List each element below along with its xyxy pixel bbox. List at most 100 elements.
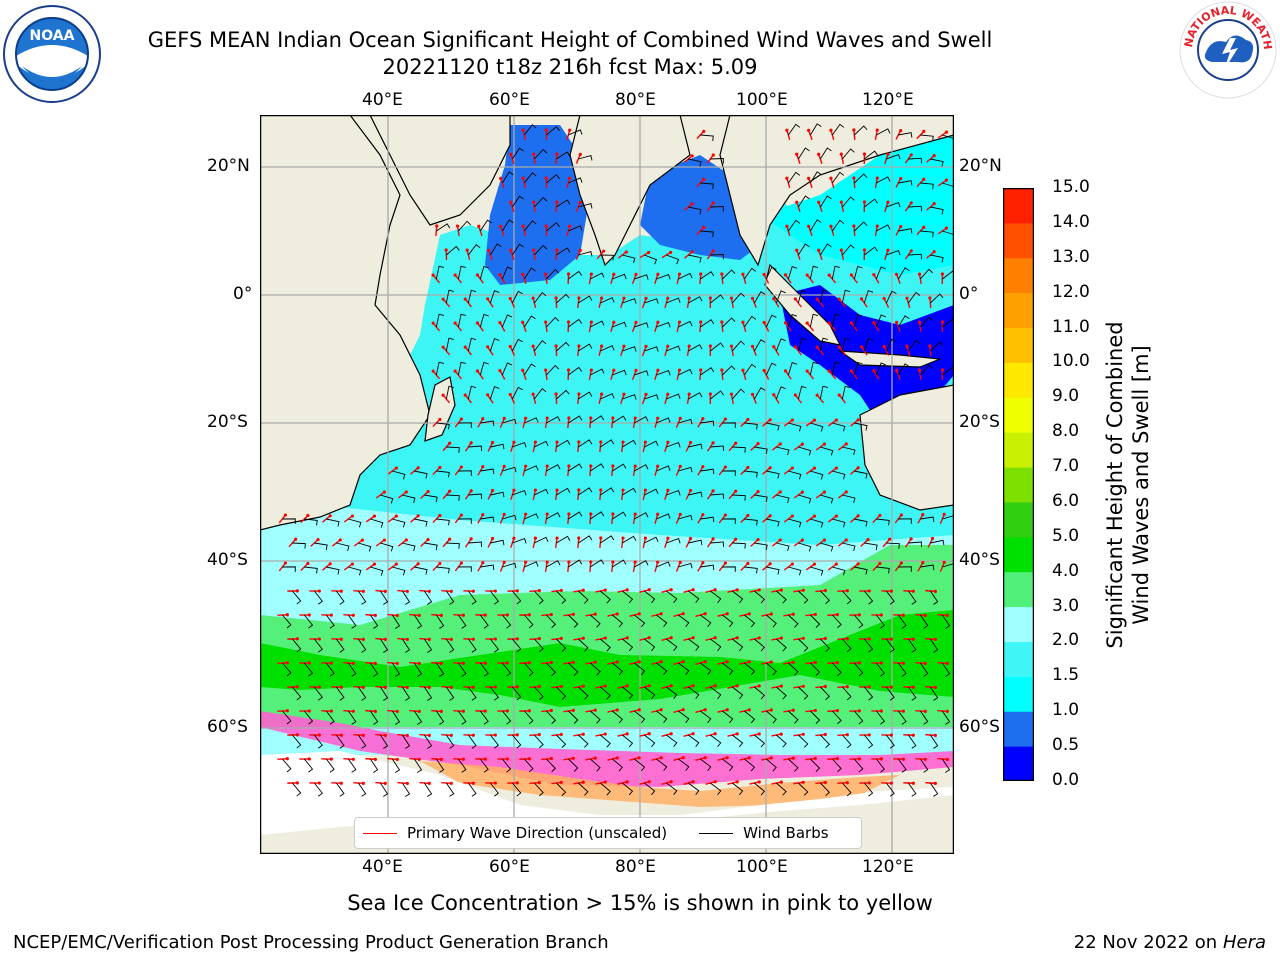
wind-barb — [907, 590, 917, 605]
wind-barb — [391, 758, 401, 773]
wind-barb — [590, 320, 605, 328]
wind-barb — [832, 422, 846, 432]
wave-direction-arrow — [464, 442, 472, 452]
wind-barb — [634, 560, 649, 568]
wave-arrow-head — [521, 128, 525, 132]
wind-barb — [534, 440, 549, 448]
wind-barb — [841, 385, 851, 400]
wind-barb — [941, 758, 951, 773]
wind-barb — [612, 273, 627, 280]
wind-barb — [798, 590, 809, 604]
wave-arrow-head — [778, 442, 782, 446]
wind-barb — [722, 470, 736, 476]
wind-barb — [568, 511, 583, 520]
wind-barb — [766, 518, 780, 527]
wave-arrow-head — [723, 513, 728, 517]
sea-ice-zone — [260, 711, 954, 787]
wave-arrow-head — [427, 637, 431, 642]
wind-barb — [578, 295, 593, 304]
wave-direction-arrow — [529, 685, 540, 689]
wave-arrow-head — [537, 589, 541, 593]
wind-barb — [678, 758, 690, 771]
wave-arrow-head — [872, 369, 876, 373]
wave-direction-arrow — [441, 685, 452, 689]
wave-arrow-head — [448, 489, 452, 493]
wave-arrow-head — [875, 224, 879, 228]
wave-arrow-head — [923, 757, 927, 761]
wave-arrow-head — [687, 392, 691, 396]
wave-arrow-head — [339, 733, 343, 737]
wave-arrow-head — [845, 637, 849, 641]
wave-arrow-head — [306, 513, 310, 518]
wave-arrow-head — [449, 589, 453, 593]
wind-barb — [930, 158, 944, 167]
wave-arrow-head — [725, 660, 729, 664]
wave-arrow-head — [866, 538, 870, 542]
wave-arrow-head — [593, 612, 597, 616]
wave-direction-arrow — [529, 589, 540, 593]
wave-direction-arrow — [596, 250, 605, 260]
wave-arrow-head — [431, 321, 435, 325]
wind-barb — [930, 293, 944, 304]
wave-arrow-head — [459, 465, 463, 469]
wave-arrow-head — [656, 512, 660, 516]
wind-barb — [335, 590, 345, 605]
wave-direction-arrow — [749, 781, 760, 785]
wind-barb — [919, 710, 929, 725]
wave-arrow-head — [711, 201, 715, 205]
colorbar-segment — [1003, 188, 1034, 224]
wind-barb — [710, 638, 722, 652]
wind-barb — [291, 590, 302, 605]
wave-direction-arrow — [410, 563, 419, 571]
wave-direction-arrow — [409, 709, 420, 713]
wave-direction-arrow — [675, 514, 681, 524]
wave-direction-arrow — [761, 613, 772, 617]
wind-barb — [402, 542, 416, 552]
wind-barb — [744, 710, 756, 724]
wave-arrow-head — [779, 636, 783, 640]
wind-barb — [556, 487, 571, 496]
wind-barb — [832, 710, 842, 725]
wave-arrow-head — [544, 176, 548, 180]
wave-arrow-head — [735, 636, 739, 640]
wind-barb — [753, 291, 766, 304]
wave-arrow-head — [544, 224, 548, 228]
wind-barb — [413, 662, 423, 677]
wave-direction-arrow — [705, 781, 716, 785]
wave-direction-arrow — [522, 225, 527, 237]
wave-arrow-head — [899, 513, 903, 517]
wave-arrow-head — [933, 589, 937, 593]
wave-arrow-head — [845, 685, 849, 689]
wave-arrow-head — [449, 685, 453, 689]
wave-arrow-head — [571, 612, 575, 616]
wave-direction-arrow — [740, 562, 749, 572]
map-plot — [260, 115, 954, 854]
wind-barb — [722, 317, 736, 328]
wind-barb — [819, 289, 828, 304]
wind-barb — [436, 422, 450, 430]
sea-ice-note: Sea Ice Concentration > 15% is shown in … — [347, 891, 933, 915]
wave-arrow-head — [757, 684, 761, 688]
wave-arrow-head — [703, 756, 707, 760]
wave-direction-arrow — [442, 538, 451, 548]
wave-arrow-head — [589, 416, 593, 420]
wind-barb — [370, 518, 384, 528]
wave-direction-arrow — [642, 441, 647, 453]
wave-arrow-head — [681, 660, 685, 664]
wave-arrow-head — [487, 248, 491, 252]
wind-barb — [489, 290, 500, 304]
wave-direction-arrow — [617, 251, 627, 259]
wind-barb — [744, 758, 756, 772]
wave-direction-arrow — [595, 685, 606, 689]
wave-direction-arrow — [487, 394, 494, 404]
wave-direction-arrow — [651, 613, 662, 617]
wind-barb — [787, 314, 798, 328]
wind-barb — [556, 734, 567, 748]
wave-arrow-head — [823, 732, 827, 737]
australia-land — [859, 384, 954, 511]
wind-barb — [898, 518, 912, 524]
wave-direction-arrow — [676, 273, 681, 285]
wave-arrow-head — [441, 297, 445, 301]
wave-arrow-head — [404, 490, 408, 494]
wave-direction-arrow — [706, 202, 714, 212]
